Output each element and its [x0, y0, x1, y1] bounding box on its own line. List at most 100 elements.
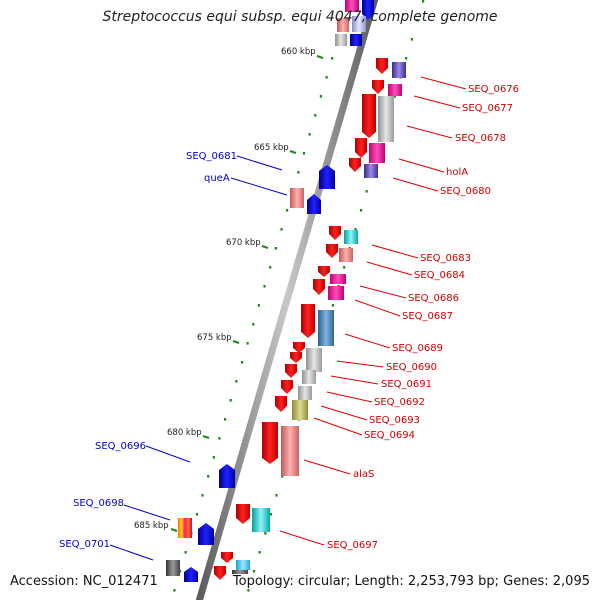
gene-block — [285, 364, 297, 378]
scale-dot — [240, 361, 244, 364]
gene-block — [349, 158, 361, 172]
gene-block — [313, 279, 325, 295]
scale-label-660: 660 kbp — [281, 47, 316, 57]
gene-label-seq-0694[interactable]: SEQ_0694 — [364, 430, 415, 441]
gene-block — [339, 248, 353, 262]
reverse-strand-genes — [166, 165, 335, 582]
gene-block — [178, 518, 192, 538]
scale-dot-track — [173, 0, 425, 592]
gene-block — [345, 0, 359, 12]
gene-block — [252, 508, 270, 532]
gene-label-seq-0687[interactable]: SEQ_0687 — [402, 311, 453, 322]
gene-label-seq-0676[interactable]: SEQ_0676 — [468, 84, 519, 95]
gene-block — [335, 34, 347, 46]
scale-dot — [410, 38, 413, 41]
genome-backbone — [195, 0, 379, 600]
gene-label-seq-0701[interactable]: SEQ_0701 — [59, 539, 110, 550]
gene-block — [236, 504, 250, 524]
scale-dot — [258, 551, 261, 554]
scale-ticks — [170, 55, 324, 532]
gene-block — [301, 304, 315, 338]
scale-tick-665 — [289, 150, 297, 154]
gene-block — [329, 226, 341, 240]
scale-dot — [207, 475, 210, 478]
gene-block — [328, 286, 344, 300]
gene-label-quea[interactable]: queA — [204, 173, 230, 184]
scale-dot — [173, 589, 176, 592]
reverse-gene-labels: SEQ_0681 queA SEQ_0696 SEQ_0698 SEQ_0701 — [59, 151, 237, 550]
gene-block — [344, 230, 358, 244]
gene-block — [292, 400, 308, 420]
gene-block — [318, 310, 334, 346]
gene-label-seq-0689[interactable]: SEQ_0689 — [392, 343, 443, 354]
gene-block — [214, 566, 226, 580]
gene-block — [275, 396, 287, 412]
scale-dot — [297, 171, 300, 174]
scale-dot — [302, 152, 306, 155]
gene-label-seq-0680[interactable]: SEQ_0680 — [440, 186, 491, 197]
scale-dot — [201, 494, 204, 497]
gene-block — [281, 426, 299, 476]
gene-block — [236, 560, 250, 570]
scale-label-665: 665 kbp — [254, 143, 289, 153]
scale-dot — [275, 494, 278, 497]
forward-gene-labels: SEQ_0676 SEQ_0677 SEQ_0678 holA SEQ_0680… — [327, 84, 519, 551]
gene-block — [364, 164, 378, 178]
gene-block — [166, 560, 180, 576]
scale-dot — [286, 209, 289, 212]
gene-block — [362, 94, 376, 138]
gene-label-hola[interactable]: holA — [446, 167, 468, 178]
scale-dot — [246, 342, 249, 345]
gene-label-seq-0698[interactable]: SEQ_0698 — [73, 498, 124, 509]
gene-label-seq-0683[interactable]: SEQ_0683 — [420, 253, 471, 264]
gene-label-seq-0692[interactable]: SEQ_0692 — [374, 397, 425, 408]
gene-label-alas[interactable]: alaS — [353, 469, 374, 480]
scale-dot — [281, 475, 284, 478]
gene-block — [376, 58, 388, 74]
gene-block — [352, 16, 366, 32]
reverse-label-leaders — [109, 155, 288, 561]
gene-block — [198, 523, 214, 545]
scale-dot — [247, 589, 250, 592]
gene-label-seq-0686[interactable]: SEQ_0686 — [408, 293, 459, 304]
scale-dot — [269, 513, 272, 516]
gene-label-seq-0677[interactable]: SEQ_0677 — [462, 103, 513, 114]
gene-block — [355, 138, 367, 158]
gene-label-seq-0691[interactable]: SEQ_0691 — [381, 379, 432, 390]
gene-block — [184, 567, 198, 582]
scale-dot — [331, 304, 334, 307]
accession-text: Accession: NC_012471 — [8, 574, 160, 589]
scale-tick-685 — [170, 528, 178, 532]
gene-block — [290, 352, 302, 363]
gene-label-seq-0690[interactable]: SEQ_0690 — [386, 362, 437, 373]
scale-dot — [314, 114, 317, 117]
scale-dot — [252, 323, 255, 326]
forward-label-leaders — [279, 76, 467, 546]
gene-block — [392, 62, 406, 78]
scale-dot — [308, 133, 311, 136]
scale-dot — [235, 380, 238, 383]
gene-block — [302, 370, 316, 384]
gene-label-seq-0696[interactable]: SEQ_0696 — [95, 441, 146, 452]
gene-block — [372, 80, 384, 94]
scale-dot — [405, 57, 408, 60]
genome-stats-text: Topology: circular; Length: 2,253,793 bp… — [230, 574, 592, 589]
scale-tick-670 — [261, 245, 269, 249]
gene-label-seq-0693[interactable]: SEQ_0693 — [369, 415, 420, 426]
scale-label-680: 680 kbp — [167, 428, 202, 438]
scale-tick-680 — [202, 435, 210, 439]
scale-dot — [195, 513, 198, 516]
scale-dot — [354, 228, 357, 231]
gene-block — [221, 552, 233, 563]
scale-dot — [393, 95, 396, 98]
gene-label-seq-0681[interactable]: SEQ_0681 — [186, 151, 237, 162]
gene-block — [337, 18, 349, 32]
gene-label-seq-0697[interactable]: SEQ_0697 — [327, 540, 378, 551]
gene-label-seq-0678[interactable]: SEQ_0678 — [455, 133, 506, 144]
gene-label-seq-0684[interactable]: SEQ_0684 — [414, 270, 465, 281]
scale-dot — [224, 418, 227, 421]
scale-dot — [422, 0, 425, 3]
scale-dot — [184, 551, 187, 554]
scale-label-675: 675 kbp — [197, 333, 232, 343]
